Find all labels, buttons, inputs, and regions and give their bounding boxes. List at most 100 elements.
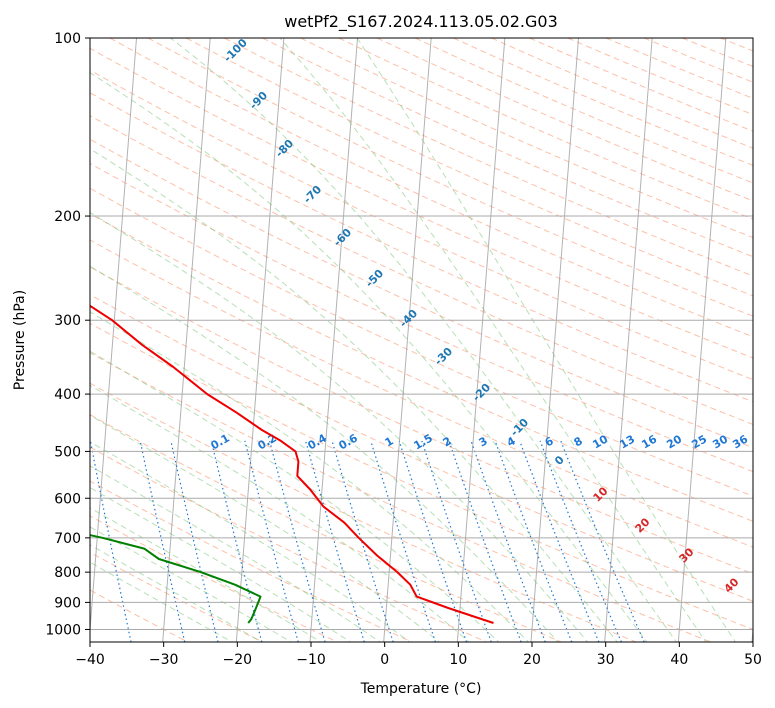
temperature-profile-line <box>90 304 494 624</box>
dewpoint-profile-line <box>90 534 262 624</box>
x-axis: −40 −30 −20 −10 0 10 20 30 40 50 <box>75 642 762 668</box>
y-tick-label: 900 <box>54 595 81 611</box>
dry-adiabat <box>90 239 753 548</box>
y-tick-label: 500 <box>54 444 81 460</box>
moist-adiabat <box>90 526 292 642</box>
dry-adiabat-label: -50 <box>363 267 386 290</box>
moist-adiabat <box>90 487 352 642</box>
dry-adiabat-label: 40 <box>722 575 742 595</box>
moist-adiabat <box>90 507 322 642</box>
mixing-ratio-label: 8 <box>572 434 585 449</box>
mixing-ratio-line <box>448 440 522 642</box>
moist-adiabat <box>90 311 530 642</box>
y-tick-label: 100 <box>54 31 81 47</box>
dry-adiabat-label: 30 <box>677 545 697 565</box>
y-tick-label: 1000 <box>45 622 81 638</box>
mixing-ratio-label: 10 <box>590 432 610 451</box>
y-tick-label: 400 <box>54 387 81 403</box>
dry-adiabat <box>90 162 753 473</box>
dry-adiabat <box>90 515 339 642</box>
moist-adiabat <box>90 384 470 642</box>
mixing-ratio-line <box>539 440 622 642</box>
plot-grid <box>90 38 775 644</box>
mixing-ratio-label: 0.4 <box>306 431 330 452</box>
dry-adiabat-label: -80 <box>273 137 296 160</box>
x-tick-label: 10 <box>449 652 467 668</box>
mixing-ratio-line <box>470 440 546 642</box>
isotherm <box>456 38 506 642</box>
mixing-ratio-line <box>560 440 645 642</box>
dry-adiabat <box>90 294 753 602</box>
dry-adiabat <box>376 38 753 202</box>
mixing-ratio-label: 6 <box>543 434 556 449</box>
x-tick-label: 20 <box>523 652 541 668</box>
x-tick-label: 50 <box>744 652 762 668</box>
dry-adiabat <box>90 138 753 449</box>
dry-adiabat <box>338 38 753 220</box>
y-tick-label: 700 <box>54 531 81 547</box>
dry-adiabat-label: 20 <box>633 515 653 535</box>
isotherm <box>677 38 727 642</box>
dry-adiabat <box>759 38 775 644</box>
mixing-ratio-label: 30 <box>710 432 730 451</box>
dry-adiabat <box>453 38 753 166</box>
mixing-ratio-label: 1 <box>383 434 396 449</box>
isotherm <box>751 623 753 642</box>
y-tick-label: 300 <box>54 313 81 329</box>
dry-adiabat <box>491 38 753 149</box>
mixing-ratio-label: 0.6 <box>337 431 361 452</box>
mixing-ratio-line <box>519 440 600 642</box>
y-tick-label: 200 <box>54 209 81 225</box>
isotherm <box>309 38 359 642</box>
dry-adiabat-label: -30 <box>432 345 455 368</box>
moist-adiabat <box>90 265 559 642</box>
mixing-ratio-line <box>170 440 219 642</box>
mixing-ratio-line <box>421 440 492 642</box>
moist-adiabat <box>90 72 648 642</box>
moist-adiabat <box>90 561 233 642</box>
mixing-ratio-label: 16 <box>639 432 659 451</box>
dry-adiabat <box>682 38 753 68</box>
dry-adiabat-label: -20 <box>470 381 493 404</box>
moist-adiabat <box>90 465 381 642</box>
mixing-ratio-line <box>90 440 132 642</box>
dry-adiabat-label: -70 <box>301 183 324 206</box>
mixing-ratio-label: 1.5 <box>412 431 435 452</box>
mixing-ratio-line <box>398 440 468 642</box>
dry-adiabat <box>90 446 488 642</box>
moist-adiabat <box>90 414 441 642</box>
y-tick-label: 800 <box>54 565 81 581</box>
dry-adiabat-label: -60 <box>331 226 354 249</box>
dry-adiabat <box>90 187 753 497</box>
x-axis-label: Temperature (°C) <box>360 681 482 697</box>
dry-adiabat-label: -100 <box>221 36 250 65</box>
isotherm <box>235 38 285 642</box>
dry-adiabat <box>567 38 753 116</box>
dry-adiabat <box>90 322 753 630</box>
mixing-ratio-line <box>305 440 365 642</box>
isotherm <box>162 38 211 642</box>
x-tick-label: 30 <box>597 652 615 668</box>
moist-adiabat <box>90 544 263 642</box>
dry-adiabat <box>90 92 753 403</box>
y-tick-label: 600 <box>54 491 81 507</box>
x-tick-label: 0 <box>380 652 389 668</box>
plot-frame <box>89 37 754 643</box>
isotherm <box>604 38 653 642</box>
x-tick-label: −30 <box>149 652 179 668</box>
isotherm <box>383 38 432 642</box>
dry-adiabat <box>414 38 753 184</box>
dry-adiabat <box>643 38 753 83</box>
mixing-ratio-label: 36 <box>730 432 750 451</box>
x-tick-label: −10 <box>296 652 326 668</box>
dry-adiabat <box>109 38 753 338</box>
dry-adiabat <box>90 266 753 575</box>
mixing-ratio-line <box>139 440 186 642</box>
moist-adiabat <box>90 350 500 642</box>
dry-adiabat <box>90 551 264 642</box>
dry-adiabat <box>90 115 753 426</box>
dry-adiabat-label: -40 <box>397 307 420 330</box>
dry-adiabat-label: 10 <box>591 484 611 504</box>
mixing-ratio-label: 25 <box>689 433 709 452</box>
